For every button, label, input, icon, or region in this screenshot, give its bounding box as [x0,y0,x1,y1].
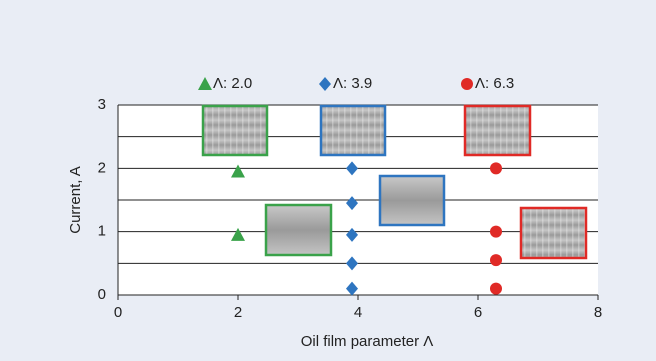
chart: Oil film parameter Λ Current, A 0 1 2 3 0 2 4 6… [0,0,656,361]
photo-frame [203,106,267,155]
y-tick-label: 1 [98,223,106,240]
y-tick-label: 0 [98,286,106,303]
y-axis-label: Current, A [67,166,84,234]
legend-label: Λ: 3.9 [333,75,372,92]
photo-frame [521,208,586,258]
x-tick-label: 6 [474,304,482,321]
circle-marker [490,254,502,266]
legend-marker [461,78,473,90]
x-tick-label: 8 [594,304,602,321]
circle-marker [490,162,502,174]
y-tick-label: 3 [98,96,106,113]
x-tick-label: 4 [354,304,362,321]
circle-marker [490,226,502,238]
circle-marker [490,283,502,295]
y-tick-label: 2 [98,159,106,176]
legend-label: Λ: 2.0 [213,75,252,92]
x-axis-label: Oil film parameter Λ [301,333,434,350]
legend-label: Λ: 6.3 [475,75,514,92]
photo-frame [321,106,385,155]
photo-frame [465,106,530,155]
x-tick-label: 2 [234,304,242,321]
x-tick-label: 0 [114,304,122,321]
photo-frame [266,205,331,255]
photo-frame [380,176,444,225]
